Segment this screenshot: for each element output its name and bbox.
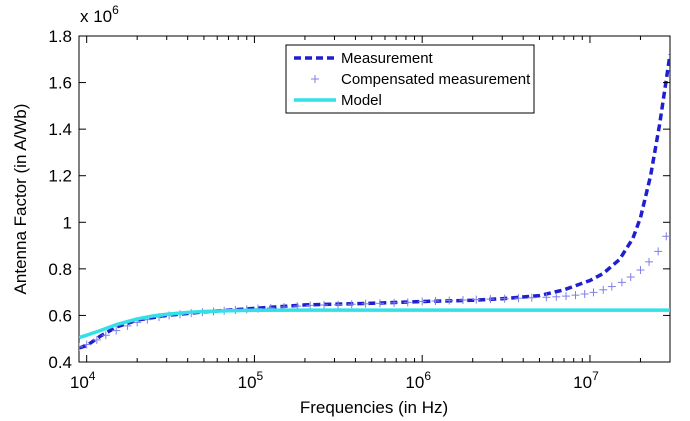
legend-label: Compensated measurement [341,71,531,88]
compensated-measurement-point [654,247,663,256]
compensated-measurement-point [617,278,626,287]
compensated-measurement-point [79,342,83,351]
legend-item: Compensated measurement [311,71,531,88]
compensated-measurement-point [472,295,481,304]
compensated-measurement-point [418,297,427,306]
compensated-measurement-point [458,296,467,305]
y-tick-label: 1.2 [48,167,72,186]
legend-label: Measurement [341,50,434,67]
y-axis-multiplier: x 106 [80,3,119,26]
compensated-measurement-point [626,273,635,282]
compensated-measurement-point [636,266,645,275]
compensated-measurement-point [589,288,598,297]
compensated-measurement-point [662,232,670,241]
x-tick-label: 104 [70,369,96,392]
compensated-measurement-point [445,296,454,305]
compensated-measurement-point [101,331,110,340]
compensated-measurement-point [486,295,495,304]
compensated-measurement-point [334,300,343,309]
compensated-measurement-point [542,293,551,302]
y-tick-label: 0.4 [48,353,72,372]
x-tick-label: 107 [573,369,599,392]
compensated-measurement-point [552,292,561,301]
compensated-measurement-point [390,298,399,307]
y-tick-label: 1.6 [48,74,72,93]
y-tick-label: 1.4 [48,120,72,139]
x-axis-ticks: 104 105 106 107 [70,36,671,392]
compensated-measurement-point [82,340,91,349]
compensated-measurement-point [607,282,616,291]
y-tick-label: 1 [63,213,72,232]
compensated-measurement-point [347,300,356,309]
y-tick-label: 1.8 [48,27,72,46]
compensated-measurement-point [571,291,580,300]
compensated-measurement-point [431,296,440,305]
legend-item: Measurement [294,50,434,67]
x-tick-label: 106 [405,369,431,392]
x-axis-label: Frequencies (in Hz) [300,398,448,417]
compensated-measurement-point [92,335,101,344]
compensated-measurement-point [112,326,121,335]
compensated-measurement-point [580,290,589,299]
compensated-measurement-point [599,285,608,294]
legend-item: Model [294,92,382,109]
compensated-measurement-point [562,292,571,301]
x-tick-label: 105 [238,369,264,392]
y-tick-label: 0.6 [48,306,72,325]
compensated-measurement-point [514,294,523,303]
model-line [79,308,670,340]
compensated-measurement-point [527,293,536,302]
compensated-measurement-point [306,301,315,310]
legend: Measurement Compensated measurement Model [285,44,535,114]
compensated-measurement-point [645,257,654,266]
series-layer [79,54,670,351]
legend-label: Model [341,92,382,109]
compensated-measurement-point [320,300,329,309]
y-tick-label: 0.8 [48,260,72,279]
compensated-measurement-point [361,299,370,308]
compensated-measurement-point [500,294,509,303]
compensated-measurement-point [375,299,384,308]
y-axis-label: Antenna Factor (in A/Wb) [11,104,30,295]
y-axis-ticks: 0.4 0.6 0.8 1 1.2 1.4 1.6 1.8 [48,27,670,372]
compensated-measurement-point [403,298,412,307]
